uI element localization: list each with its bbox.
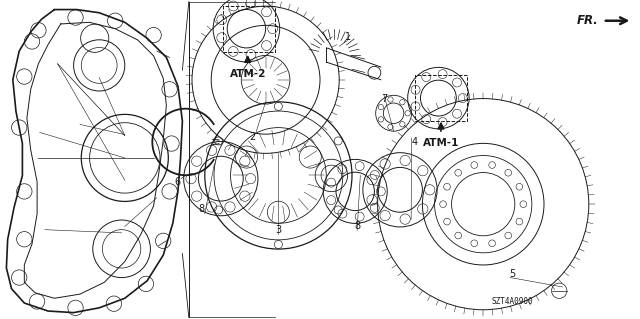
Text: 6: 6 — [175, 177, 181, 187]
Text: 2: 2 — [250, 132, 256, 142]
Bar — [223, 6, 275, 52]
Text: 5: 5 — [509, 269, 515, 279]
Text: 3: 3 — [275, 225, 282, 235]
Text: SZT4A0900: SZT4A0900 — [491, 297, 533, 306]
Text: 7: 7 — [381, 94, 387, 104]
Text: 8: 8 — [198, 204, 205, 214]
Text: 8: 8 — [354, 221, 360, 232]
Bar — [415, 75, 467, 121]
Text: FR.: FR. — [577, 14, 598, 27]
Text: ATM-2: ATM-2 — [230, 69, 266, 78]
Text: ATM-1: ATM-1 — [423, 138, 459, 148]
Text: 4: 4 — [412, 137, 418, 147]
Text: 1: 1 — [344, 32, 351, 42]
